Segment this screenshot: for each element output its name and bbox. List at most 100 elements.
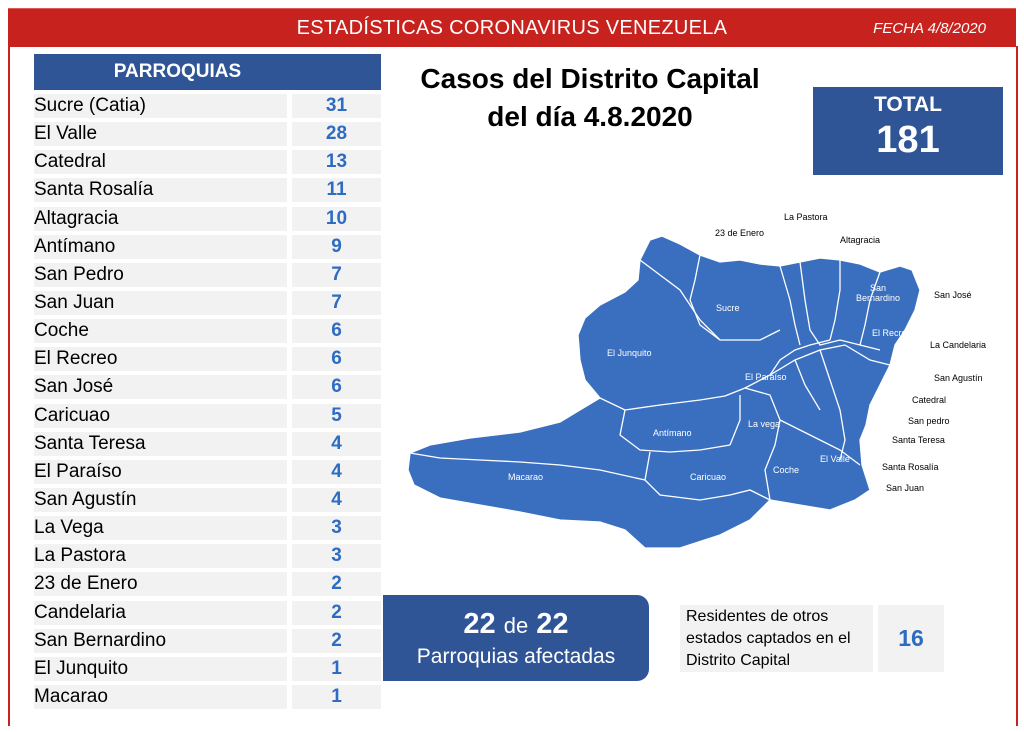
main-title-line2: del día 4.8.2020 <box>487 101 693 132</box>
map-label-altagracia: Altagracia <box>840 235 881 245</box>
affected-label: Parroquias afectadas <box>416 645 616 668</box>
parroquia-value: 1 <box>292 684 381 709</box>
parroquia-row: Altagracia 10 <box>34 205 381 233</box>
header-date: FECHA 4/8/2020 <box>873 20 986 37</box>
parroquia-row: El Recreo 6 <box>34 345 381 373</box>
map-label-el-paraiso: El Paraíso <box>745 372 787 382</box>
residents-line2: estados captados en el <box>686 630 851 647</box>
parroquia-row: 23 de Enero 2 <box>34 570 381 598</box>
parroquia-row: Catedral 13 <box>34 148 381 176</box>
total-value: 181 <box>876 119 940 161</box>
parroquia-name: San Juan <box>34 290 287 315</box>
parroquia-row: San Agustín 4 <box>34 486 381 514</box>
parroquia-name: 23 de Enero <box>34 572 287 597</box>
map-label-coche: Coche <box>773 465 800 475</box>
map-label-san-agustin: San Agustín <box>934 373 983 383</box>
parroquia-row: Sucre (Catia) 31 <box>34 92 381 120</box>
residents-line1: Residentes de otros <box>686 608 829 625</box>
parroquia-name: Macarao <box>34 684 287 709</box>
affected-box: 22 de 22 Parroquias afectadas <box>383 595 649 681</box>
parroquia-row: El Valle 28 <box>34 120 381 148</box>
parroquia-name: Antímano <box>34 234 287 259</box>
map-label-macarao: Macarao <box>508 472 544 482</box>
parroquia-name: San Pedro <box>34 262 287 287</box>
parroquia-name: El Valle <box>34 122 287 147</box>
parroquia-value: 3 <box>292 544 381 569</box>
map-label-la-pastora: La Pastora <box>784 212 828 222</box>
total-label: TOTAL <box>873 93 943 116</box>
district-map-svg <box>407 235 921 549</box>
parroquia-name: El Junquito <box>34 656 287 681</box>
parroquia-name: San Bernardino <box>34 628 287 653</box>
map-label-enero: 23 de Enero <box>715 228 765 238</box>
parroquia-value: 2 <box>292 628 381 653</box>
parroquia-value: 13 <box>292 150 381 175</box>
map-outline <box>407 235 921 549</box>
affected-count: 22 de 22 <box>383 607 649 643</box>
residents-line3: Distrito Capital <box>686 652 791 669</box>
parroquias-heading: PARROQUIAS <box>34 54 381 90</box>
parroquia-value: 2 <box>292 600 381 625</box>
map-label-la-vega: La vega <box>748 419 781 429</box>
parroquia-name: Santa Teresa <box>34 431 287 456</box>
parroquia-row: La Pastora 3 <box>34 542 381 570</box>
residents-box: Residentes de otros estados captados en … <box>680 605 873 672</box>
map-label-el-valle: El Valle <box>820 454 850 464</box>
parroquia-name: Altagracia <box>34 206 287 231</box>
parroquia-row: La Vega 3 <box>34 514 381 542</box>
parroquia-value: 6 <box>292 375 381 400</box>
parroquia-value: 7 <box>292 262 381 287</box>
parroquia-value: 7 <box>292 290 381 315</box>
affected-count-de: de <box>503 613 529 638</box>
parroquia-row: El Paraíso 4 <box>34 458 381 486</box>
header-bar <box>8 8 1016 47</box>
parroquia-name: Catedral <box>34 150 287 175</box>
map-label-santa-teresa: Santa Teresa <box>892 435 945 445</box>
parroquia-row: Caricuao 5 <box>34 402 381 430</box>
map-label-catedral: Catedral <box>912 395 947 405</box>
parroquia-value: 4 <box>292 431 381 456</box>
parroquia-row: San Bernardino 2 <box>34 627 381 655</box>
parroquia-value: 6 <box>292 347 381 372</box>
parroquia-name: La Pastora <box>34 544 287 569</box>
parroquia-value: 1 <box>292 656 381 681</box>
parroquia-name: San José <box>34 375 287 400</box>
parroquia-value: 10 <box>292 206 381 231</box>
map-label-el-recreo: El Recreo <box>872 328 912 338</box>
parroquia-name: El Recreo <box>34 347 287 372</box>
map-label-santa-rosalia: Santa Rosalía <box>882 462 939 472</box>
map-label-el-junquito: El Junquito <box>607 348 652 358</box>
parroquia-value: 4 <box>292 459 381 484</box>
parroquia-row: San José 6 <box>34 373 381 401</box>
parroquia-name: Caricuao <box>34 403 287 428</box>
parroquia-value: 2 <box>292 572 381 597</box>
parroquia-value: 11 <box>292 178 381 203</box>
parroquia-row: San Pedro 7 <box>34 261 381 289</box>
parroquia-row: Macarao 1 <box>34 683 381 711</box>
parroquia-row: Antímano 9 <box>34 233 381 261</box>
map-label-san-pedro: San pedro <box>908 416 950 426</box>
main-title: Casos del Distrito Capital del día 4.8.2… <box>400 60 780 136</box>
map-label-la-candelaria: La Candelaria <box>930 340 987 350</box>
parroquias-table: Sucre (Catia) 31 El Valle 28 Catedral 13 Santa… <box>34 92 381 711</box>
header-title: ESTADÍSTICAS CORONAVIRUS VENEZUELA <box>296 17 728 39</box>
parroquia-name: Sucre (Catia) <box>34 94 287 118</box>
parroquia-row: Santa Rosalía 11 <box>34 176 381 204</box>
parroquia-row: Coche 6 <box>34 317 381 345</box>
parroquia-row: Santa Teresa 4 <box>34 430 381 458</box>
map-label-san-juan: San Juan <box>886 483 925 493</box>
parroquia-name: Candelaria <box>34 600 287 625</box>
parroquia-value: 4 <box>292 487 381 512</box>
parroquia-name: El Paraíso <box>34 459 287 484</box>
affected-count-total: 22 <box>536 608 569 640</box>
district-map: Sucre El Junquito San Bernardino El Recreo E… <box>400 200 1020 560</box>
parroquia-value: 5 <box>292 403 381 428</box>
parroquia-value: 9 <box>292 234 381 259</box>
parroquia-value: 31 <box>292 94 381 118</box>
main-title-line1: Casos del Distrito Capital <box>420 63 760 94</box>
total-box: TOTAL 181 <box>813 87 1003 175</box>
parroquia-value: 28 <box>292 122 381 147</box>
affected-count-value: 22 <box>463 608 496 640</box>
map-label-san-bernardino: San Bernardino <box>856 283 901 303</box>
parroquia-value: 3 <box>292 516 381 541</box>
